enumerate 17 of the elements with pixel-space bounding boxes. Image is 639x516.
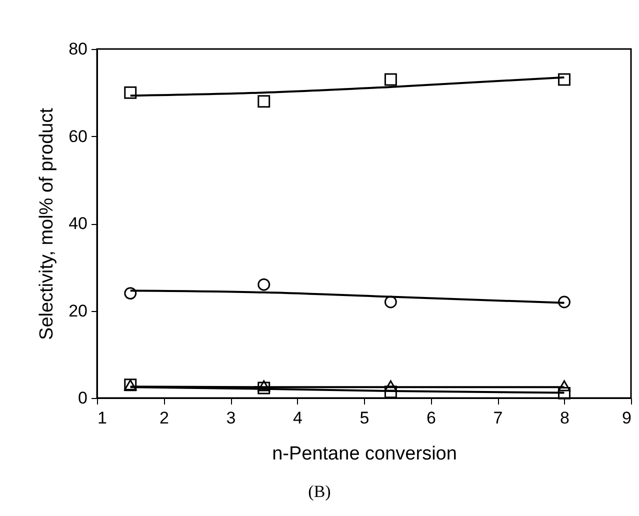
x-axis-title: n-Pentane conversion bbox=[272, 444, 457, 464]
x-tick-label: 5 bbox=[360, 408, 370, 428]
y-tick-label: 60 bbox=[68, 126, 88, 146]
y-axis-title: Selectivity, mol% of product bbox=[36, 107, 58, 340]
text: (B) bbox=[307, 482, 332, 502]
x-tick-label: 6 bbox=[426, 408, 436, 428]
y-tick-label: 40 bbox=[68, 214, 88, 233]
x-tick-label: 2 bbox=[160, 408, 169, 428]
x-tick-label: 8 bbox=[560, 408, 570, 428]
x-tick-label: 9 bbox=[622, 408, 632, 428]
x-tick-label: 4 bbox=[293, 408, 302, 428]
x-tick-label: 7 bbox=[493, 408, 503, 428]
y-tick-label: 80 bbox=[68, 40, 88, 58]
y-tick-label: 0 bbox=[78, 388, 88, 408]
y-tick-label: 20 bbox=[68, 301, 88, 320]
x-tick-label: 3 bbox=[226, 408, 236, 428]
x-tick-label: 1 bbox=[98, 408, 107, 428]
